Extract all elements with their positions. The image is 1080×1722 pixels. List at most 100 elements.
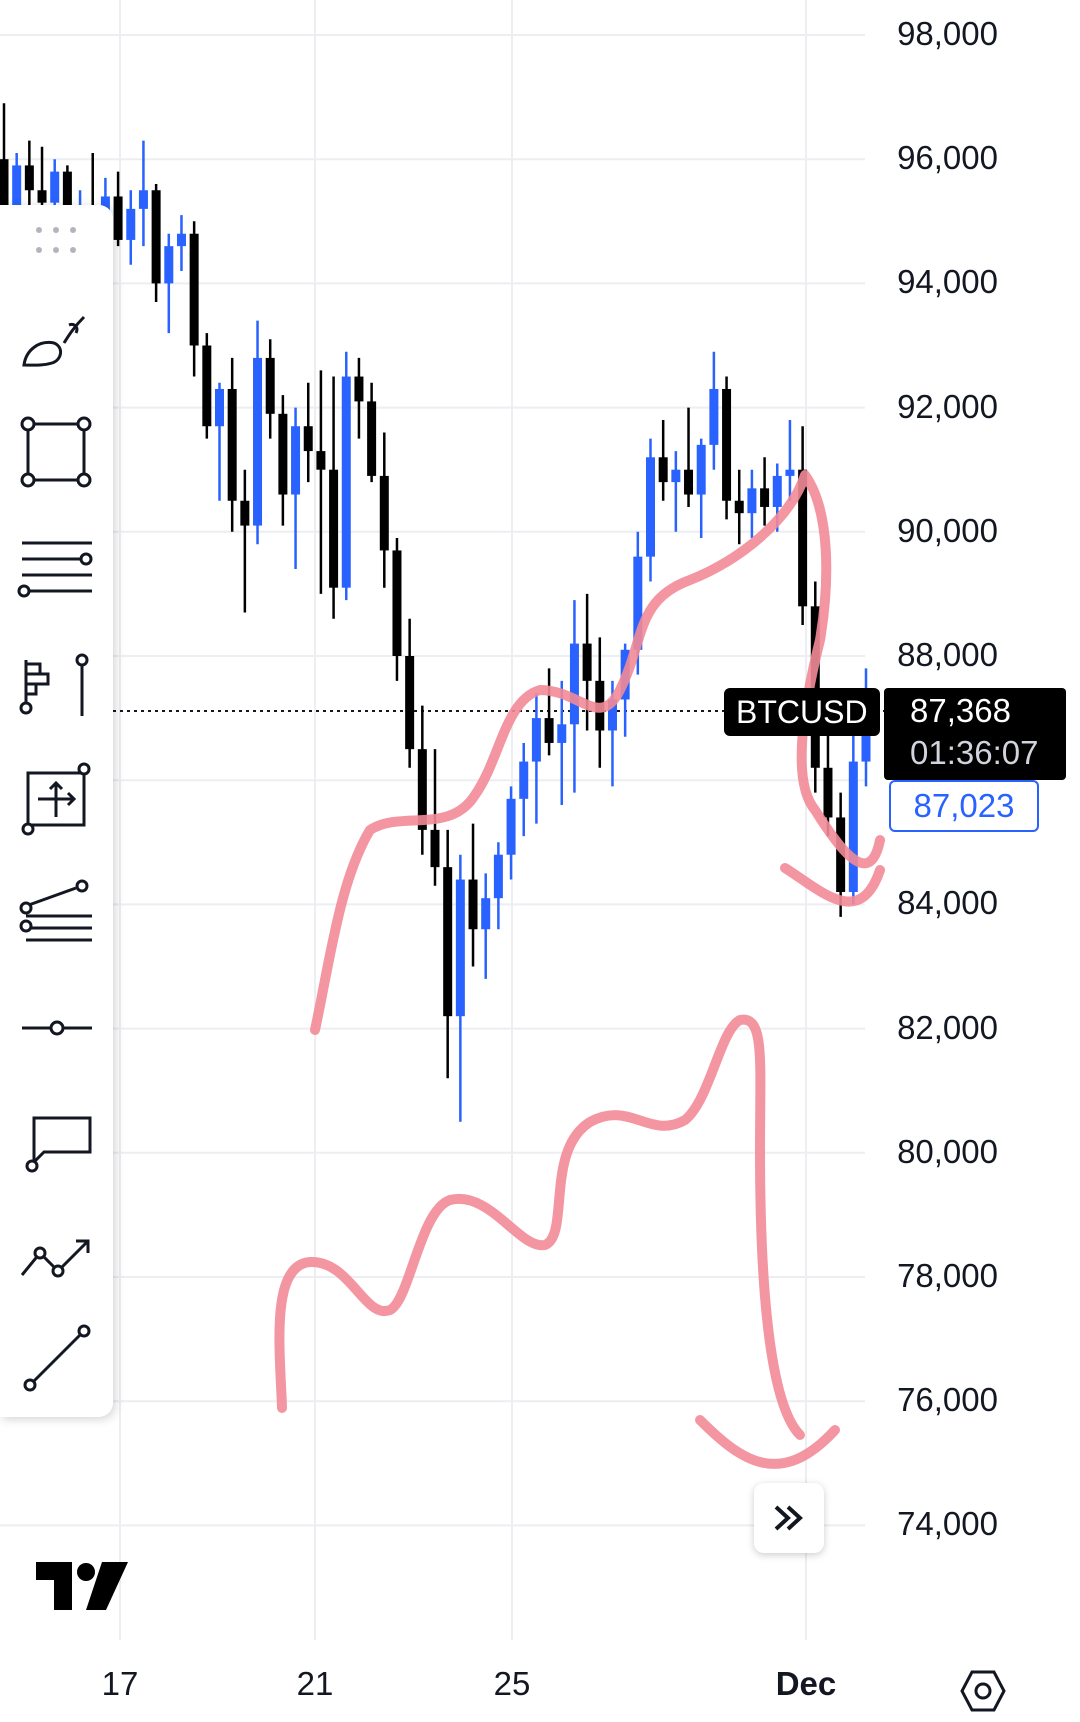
measure-icon[interactable] xyxy=(14,755,100,841)
candle xyxy=(253,320,263,545)
price-axis-label: 88,000 xyxy=(897,636,998,673)
candle xyxy=(848,730,858,905)
candle xyxy=(823,730,833,837)
bid-price-badge: 87,023 xyxy=(889,780,1039,832)
drag-handle-icon[interactable] xyxy=(36,227,76,253)
candle xyxy=(684,407,694,507)
candle-body xyxy=(0,159,9,222)
price-axis-label: 94,000 xyxy=(897,263,998,301)
annotation-hook-right xyxy=(780,863,885,907)
price-axis-label: 98,000 xyxy=(897,15,998,52)
price-axis-label: 92,000 xyxy=(897,387,998,425)
candle-body xyxy=(658,457,668,483)
scroll-to-realtime-button[interactable] xyxy=(754,1483,824,1553)
candle xyxy=(367,382,377,483)
candle-body xyxy=(215,388,224,427)
candle xyxy=(696,438,706,539)
candle-body xyxy=(848,761,858,892)
candle xyxy=(24,140,34,209)
candle xyxy=(519,742,529,837)
candle-body xyxy=(138,190,148,209)
candle-body xyxy=(506,798,516,855)
candle xyxy=(215,382,224,501)
price-axis-label: 84,000 xyxy=(897,884,998,922)
candle-body xyxy=(291,426,301,495)
candle-body xyxy=(227,388,237,501)
candle-body xyxy=(24,165,34,191)
horizontal-ray-icon[interactable] xyxy=(14,985,100,1071)
candle-body xyxy=(747,488,757,514)
candle-body xyxy=(341,376,351,588)
parallel-channel-icon[interactable] xyxy=(14,525,100,611)
price-axis-label: 78,000 xyxy=(897,1257,998,1294)
candle xyxy=(544,668,554,756)
rectangle-icon[interactable] xyxy=(14,410,100,496)
candle-body xyxy=(430,829,440,868)
tradingview-logo[interactable] xyxy=(36,1562,128,1610)
candle-body xyxy=(772,475,782,507)
price-axis-label: 82,000 xyxy=(897,1008,998,1046)
candle-body xyxy=(696,444,706,495)
candle-body xyxy=(329,469,339,588)
candle-body xyxy=(722,388,732,501)
drawing-toolbar xyxy=(0,205,113,1417)
settings-icon[interactable] xyxy=(960,1668,1006,1714)
candle-body xyxy=(443,867,453,1017)
candle-body xyxy=(265,357,275,414)
candle-body xyxy=(367,401,377,476)
candle xyxy=(176,215,186,271)
candle-body xyxy=(37,190,47,203)
candle xyxy=(240,469,250,613)
candle xyxy=(329,376,339,619)
candle xyxy=(417,705,427,855)
trend-line-icon[interactable] xyxy=(14,1315,100,1401)
candle-body xyxy=(468,879,478,930)
candle xyxy=(493,842,503,930)
date-axis-label: Dec xyxy=(775,1665,837,1702)
candle-body xyxy=(760,488,770,507)
candle xyxy=(468,823,478,967)
candle xyxy=(278,395,288,526)
candle xyxy=(722,376,732,520)
candle-body xyxy=(481,898,491,930)
candle-body xyxy=(544,718,554,743)
price-axis-label: 96,000 xyxy=(897,139,998,177)
candle-body xyxy=(785,469,795,476)
annotation-curve-lower xyxy=(274,1014,805,1440)
candle-body xyxy=(671,469,681,483)
candle xyxy=(379,432,389,588)
long-position-icon[interactable] xyxy=(14,640,100,726)
grid-lines xyxy=(0,0,865,1640)
candle-body xyxy=(582,643,592,681)
candle-body xyxy=(684,469,694,495)
candle-body xyxy=(316,451,326,470)
callout-icon[interactable] xyxy=(14,1100,100,1186)
candle xyxy=(126,190,136,265)
last-price-value: 87,368 xyxy=(910,692,1011,729)
last-price-badge: 87,368 01:36:07 xyxy=(884,688,1066,780)
candle xyxy=(138,140,148,247)
candle xyxy=(392,538,402,681)
candle-body xyxy=(557,724,567,743)
candle-body xyxy=(164,246,174,284)
candle xyxy=(113,171,123,247)
hand-drawn-annotations xyxy=(274,470,885,1469)
fib-retracement-icon[interactable] xyxy=(14,870,100,956)
candle-body xyxy=(50,171,60,203)
annotation-curve-upper xyxy=(310,470,885,1035)
candle-body xyxy=(798,469,808,607)
date-axis-label: 25 xyxy=(493,1665,531,1702)
candle xyxy=(265,339,275,439)
candle-body xyxy=(607,699,617,731)
candle xyxy=(747,469,757,539)
candle-body xyxy=(303,426,313,452)
brush-icon[interactable] xyxy=(14,295,100,381)
price-axis-label: 90,000 xyxy=(897,511,998,549)
candle-body xyxy=(126,208,136,240)
path-icon[interactable] xyxy=(14,1215,100,1301)
candle xyxy=(671,451,681,532)
candle-body xyxy=(734,500,744,514)
candle xyxy=(646,438,655,582)
candle-body xyxy=(823,767,833,818)
